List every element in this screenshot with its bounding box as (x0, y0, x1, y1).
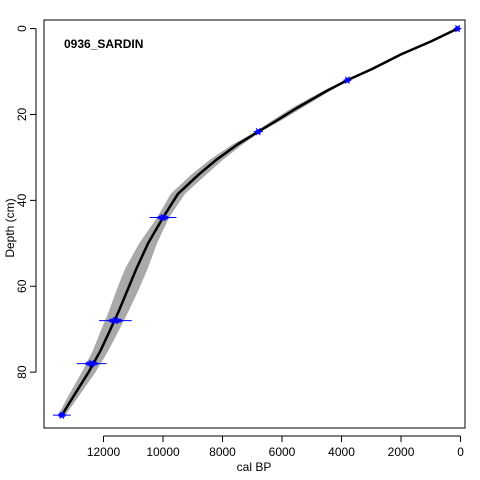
date-tick (59, 411, 65, 419)
date-tick (89, 359, 95, 368)
date-marker (343, 76, 352, 84)
x-axis-label: cal BP (237, 460, 272, 474)
x-tick-label: 10000 (146, 445, 180, 459)
y-tick-label: 80 (15, 365, 29, 379)
date-marker (99, 316, 132, 325)
x-tick-label: 4000 (328, 445, 355, 459)
date-marker (76, 359, 107, 368)
date-marker (253, 127, 263, 136)
date-tick (112, 316, 118, 325)
date-marker (453, 24, 462, 33)
dates-layer (52, 24, 462, 419)
date-tick (345, 76, 350, 84)
y-axis: 0 20 40 60 80 (15, 25, 37, 379)
plot-frame (43, 19, 466, 429)
y-tick-label: 0 (15, 25, 29, 32)
chart-title: 0936_SARDIN (64, 37, 143, 51)
y-tick-label: 40 (15, 193, 29, 207)
x-tick-label: 12000 (87, 445, 121, 459)
x-tick-label: 0 (457, 445, 464, 459)
x-tick-label: 6000 (269, 445, 296, 459)
y-tick-label: 60 (15, 279, 29, 293)
x-tick-label: 8000 (209, 445, 236, 459)
age-depth-line (60, 27, 459, 417)
uncertainty-band-layer (58, 28, 459, 416)
date-marker (149, 213, 177, 222)
date-marker (52, 411, 71, 419)
uncertainty-band (58, 28, 459, 416)
date-tick (455, 24, 460, 33)
date-tick (160, 213, 166, 222)
date-tick (255, 127, 261, 136)
model-line-layer (60, 27, 459, 417)
x-axis: 12000 10000 8000 6000 4000 2000 0 (87, 435, 464, 459)
y-axis-label: Depth (cm) (3, 198, 17, 257)
x-tick-label: 2000 (388, 445, 415, 459)
y-tick-label: 20 (15, 107, 29, 121)
